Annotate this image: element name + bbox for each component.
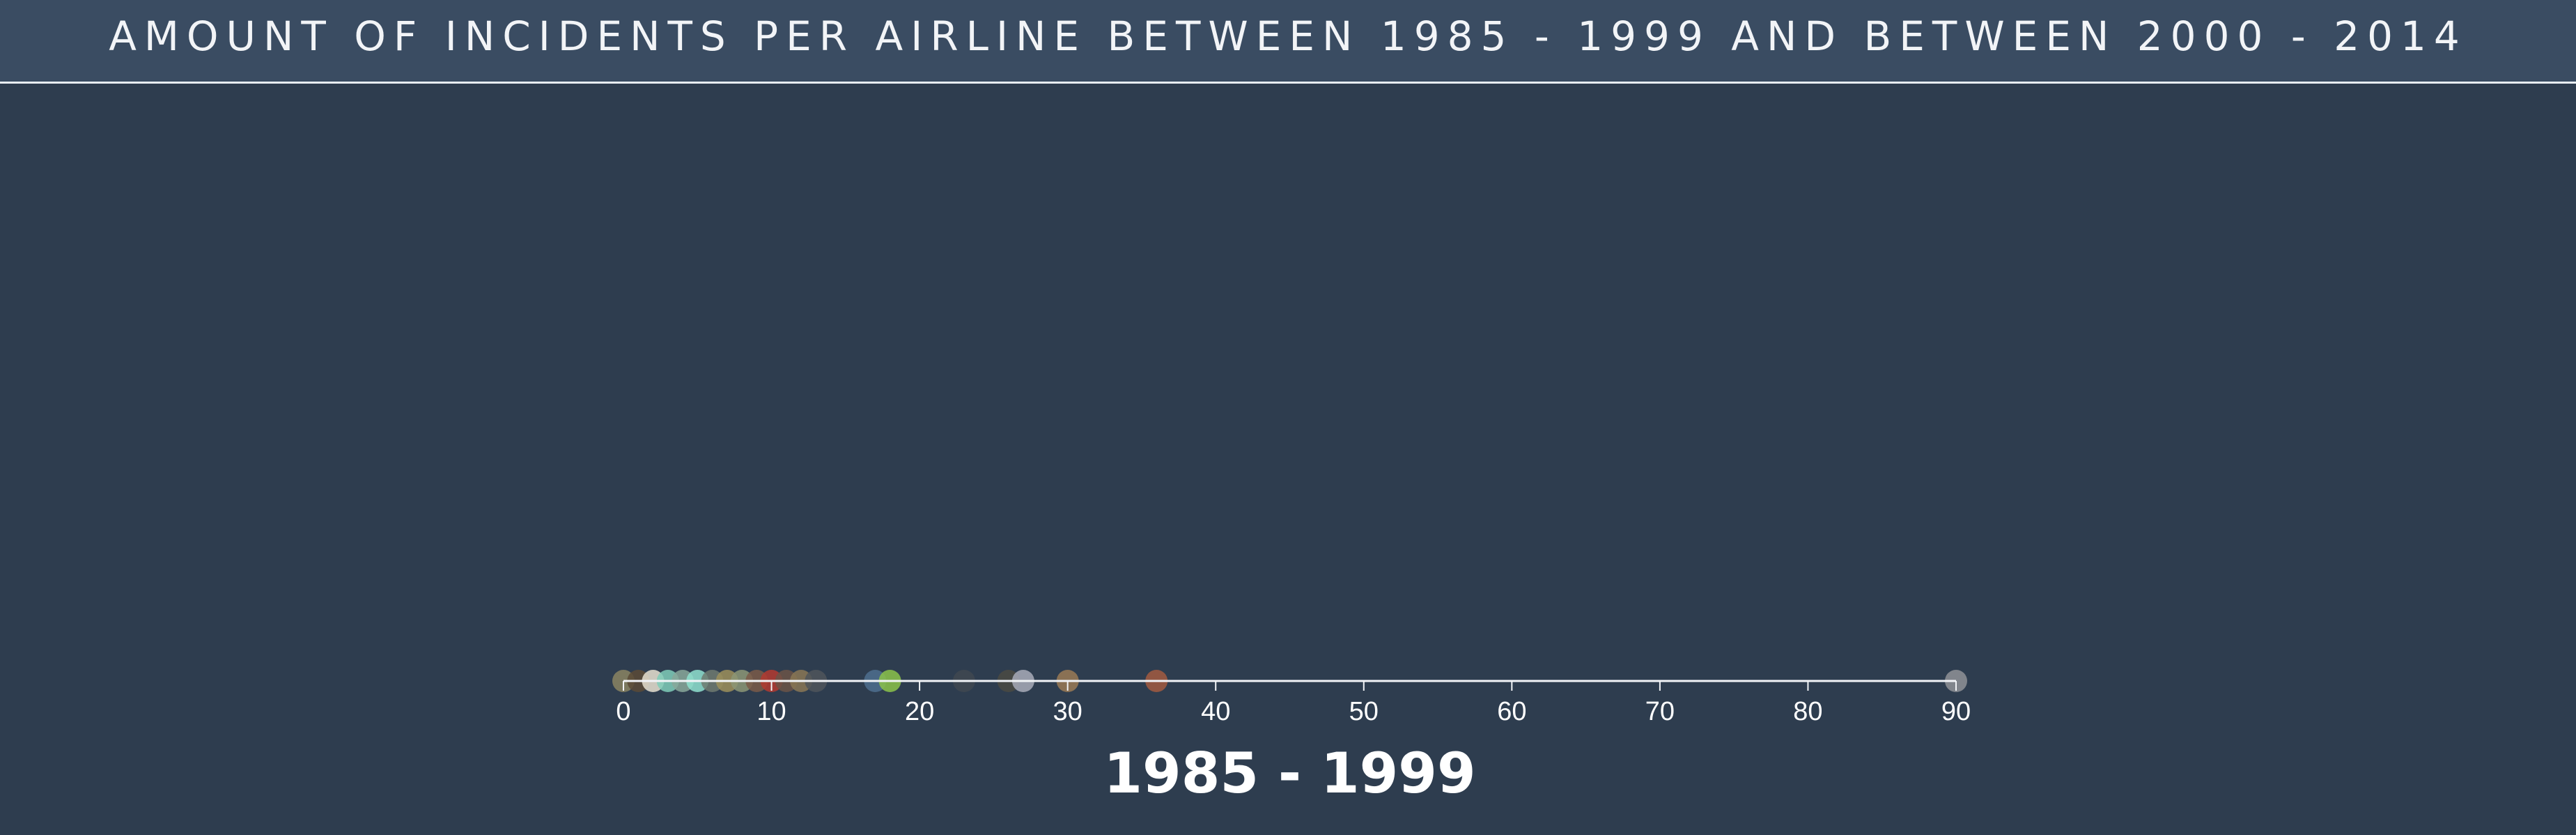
page-title: AMOUNT OF INCIDENTS PER AIRLINE BETWEEN … (109, 13, 2467, 60)
x-tick-label: 90 (1941, 697, 1971, 726)
x-tick-label: 40 (1201, 697, 1230, 726)
points-layer (612, 670, 1967, 692)
x-tick-label: 30 (1053, 697, 1083, 726)
x-tick-label: 60 (1497, 697, 1526, 726)
x-tick-label: 10 (756, 697, 786, 726)
x-tick-label: 20 (905, 697, 934, 726)
x-axis-ticks: 0 10 20 30 40 50 60 70 80 90 (616, 681, 1971, 726)
x-axis-title: 1985 - 1999 (1103, 741, 1475, 806)
x-tick-label: 50 (1349, 697, 1379, 726)
x-tick-label: 0 (616, 697, 630, 726)
x-tick-label: 70 (1645, 697, 1675, 726)
x-tick-label: 80 (1793, 697, 1822, 726)
page-header: AMOUNT OF INCIDENTS PER AIRLINE BETWEEN … (0, 0, 2576, 84)
